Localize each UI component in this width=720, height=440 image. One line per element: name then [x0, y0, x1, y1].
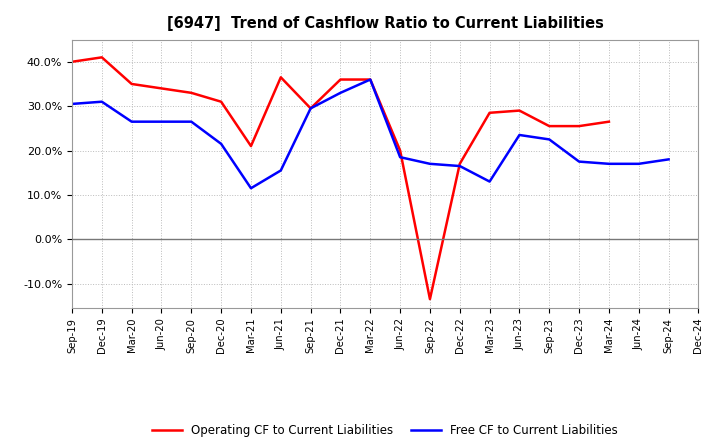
Operating CF to Current Liabilities	[68, 59, 76, 64]
Operating CF to Current Liabilities	[336, 77, 345, 82]
Free CF to Current Liabilities	[127, 119, 136, 125]
Free CF to Current Liabilities	[276, 168, 285, 173]
Free CF to Current Liabilities	[306, 106, 315, 111]
Operating CF to Current Liabilities	[247, 143, 256, 149]
Free CF to Current Liabilities	[426, 161, 434, 166]
Operating CF to Current Liabilities	[456, 161, 464, 166]
Operating CF to Current Liabilities	[276, 75, 285, 80]
Legend: Operating CF to Current Liabilities, Free CF to Current Liabilities: Operating CF to Current Liabilities, Fre…	[148, 419, 623, 440]
Operating CF to Current Liabilities	[485, 110, 494, 115]
Operating CF to Current Liabilities	[306, 106, 315, 111]
Free CF to Current Liabilities	[336, 90, 345, 95]
Operating CF to Current Liabilities	[396, 148, 405, 153]
Operating CF to Current Liabilities	[515, 108, 523, 113]
Operating CF to Current Liabilities	[187, 90, 196, 95]
Operating CF to Current Liabilities	[127, 81, 136, 87]
Free CF to Current Liabilities	[217, 141, 225, 147]
Operating CF to Current Liabilities	[366, 77, 374, 82]
Free CF to Current Liabilities	[247, 186, 256, 191]
Operating CF to Current Liabilities	[97, 55, 106, 60]
Operating CF to Current Liabilities	[545, 124, 554, 129]
Operating CF to Current Liabilities	[426, 297, 434, 302]
Free CF to Current Liabilities	[634, 161, 643, 166]
Free CF to Current Liabilities	[605, 161, 613, 166]
Free CF to Current Liabilities	[396, 154, 405, 160]
Free CF to Current Liabilities	[485, 179, 494, 184]
Title: [6947]  Trend of Cashflow Ratio to Current Liabilities: [6947] Trend of Cashflow Ratio to Curren…	[167, 16, 603, 32]
Free CF to Current Liabilities	[157, 119, 166, 125]
Free CF to Current Liabilities	[366, 77, 374, 82]
Operating CF to Current Liabilities	[157, 86, 166, 91]
Free CF to Current Liabilities	[515, 132, 523, 138]
Free CF to Current Liabilities	[665, 157, 673, 162]
Operating CF to Current Liabilities	[575, 124, 583, 129]
Operating CF to Current Liabilities	[605, 119, 613, 125]
Free CF to Current Liabilities	[187, 119, 196, 125]
Free CF to Current Liabilities	[545, 137, 554, 142]
Free CF to Current Liabilities	[575, 159, 583, 164]
Free CF to Current Liabilities	[456, 163, 464, 169]
Free CF to Current Liabilities	[97, 99, 106, 104]
Free CF to Current Liabilities	[68, 101, 76, 106]
Line: Free CF to Current Liabilities: Free CF to Current Liabilities	[72, 80, 669, 188]
Line: Operating CF to Current Liabilities: Operating CF to Current Liabilities	[72, 57, 609, 299]
Operating CF to Current Liabilities	[217, 99, 225, 104]
